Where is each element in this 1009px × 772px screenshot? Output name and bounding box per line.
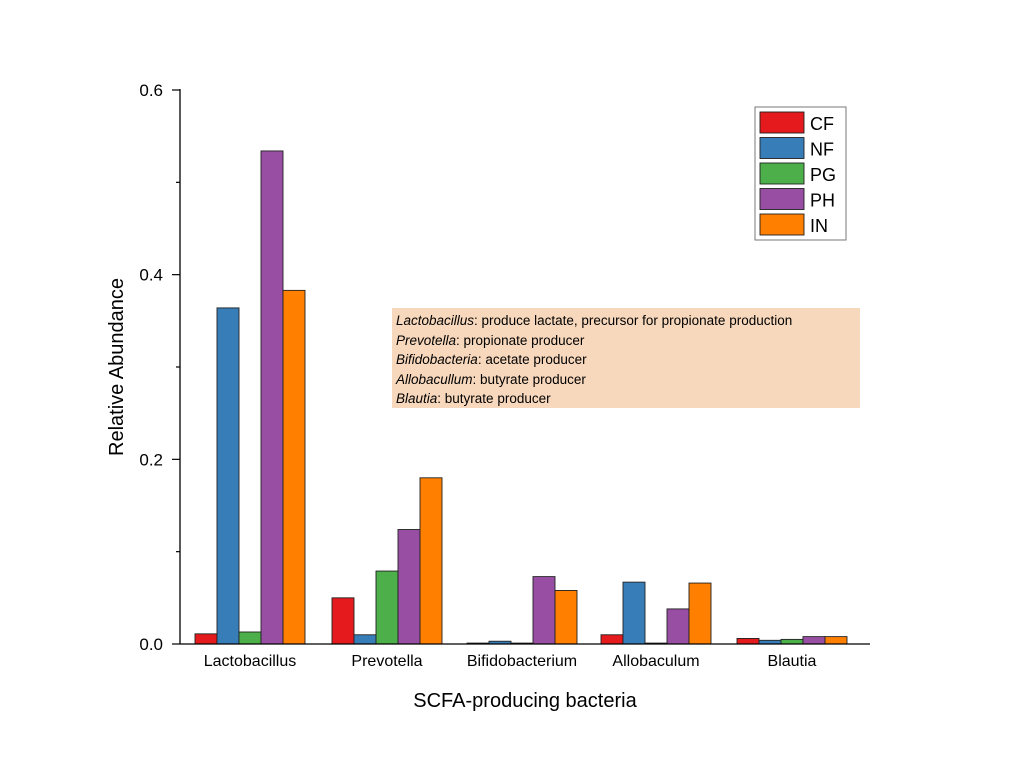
bar-allobaculum-in (688, 582, 712, 645)
bar-blautia-cf (736, 638, 760, 645)
annotation-line: Lactobacillus: produce lactate, precurso… (396, 311, 856, 331)
bar-blautia-pg (780, 638, 804, 645)
y-axis-title: Relative Abundance (106, 278, 128, 456)
y-tick-label: 0.0 (139, 635, 163, 654)
annotation-line: Allobacullum: butyrate producer (396, 370, 856, 390)
x-tick-label: Prevotella (351, 653, 422, 670)
x-tick-label: Allobaculum (612, 653, 699, 670)
bar-blautia-in (824, 636, 848, 645)
annotation-taxon: Blautia (396, 391, 438, 406)
annotation-taxon: Prevotella (396, 332, 457, 348)
annotation-box: Lactobacillus: produce lactate, precurso… (392, 308, 860, 408)
y-tick-label: 0.2 (139, 450, 163, 469)
legend: CF NF PG PH IN (754, 106, 847, 241)
bar-prevotella-in (419, 477, 443, 645)
legend-swatch-pg (759, 162, 805, 185)
annotation-line: Bifidobacteria: acetate producer (396, 350, 856, 370)
legend-label-in: IN (810, 216, 828, 236)
annotation-text: : acetate producer (477, 352, 587, 367)
x-tick-label: Blautia (768, 653, 817, 670)
annotation-text: : butyrate producer (437, 391, 551, 406)
bar-lactobacillus-in (282, 289, 306, 645)
y-ticks-group: 0.0 0.2 0.4 0.6 (139, 81, 180, 654)
bar-bifidobacterium-in (554, 589, 578, 645)
bar-allobaculum-ph (666, 608, 690, 645)
bar-prevotella-nf (353, 634, 377, 645)
x-labels-group: Lactobacillus Prevotella Bifidobacterium Al… (204, 653, 817, 670)
annotation-text: : produce lactate, precursor for propion… (474, 313, 793, 328)
legend-swatch-cf (759, 111, 805, 134)
bar-lactobacillus-cf (194, 633, 218, 645)
y-tick-label: 0.6 (139, 81, 163, 100)
legend-swatch-ph (759, 188, 805, 210)
legend-label-nf: NF (810, 140, 834, 160)
bar-prevotella-ph (397, 529, 421, 645)
bar-prevotella-cf (331, 597, 355, 645)
legend-swatch-in (759, 213, 805, 236)
annotation-line: Prevotella: propionate producer (396, 331, 856, 351)
bar-allobaculum-nf (622, 581, 646, 645)
legend-label-ph: PH (810, 191, 835, 211)
x-axis-title: SCFA-producing bacteria (413, 690, 637, 712)
bar-bifidobacterium-ph (532, 576, 556, 645)
y-tick-label: 0.4 (139, 266, 163, 285)
x-tick-label: Lactobacillus (204, 653, 297, 670)
legend-label-cf: CF (810, 114, 834, 134)
bars-group (194, 150, 848, 645)
bar-lactobacillus-pg (238, 631, 262, 645)
annotation-taxon: Lactobacillus (396, 313, 475, 328)
annotation-taxon: Bifidobacteria (396, 352, 478, 367)
annotation-line: Blautia: butyrate producer (396, 389, 856, 409)
annotation-text: : propionate producer (456, 332, 585, 348)
bar-prevotella-pg (375, 570, 399, 645)
legend-label-pg: PG (810, 165, 836, 185)
x-tick-label: Bifidobacterium (467, 653, 577, 670)
annotation-text: : butyrate producer (472, 371, 586, 387)
annotation-taxon: Allobacullum (396, 371, 473, 387)
bar-lactobacillus-ph (260, 150, 284, 645)
bar-allobaculum-cf (600, 634, 624, 645)
bar-lactobacillus-nf (216, 307, 240, 645)
legend-swatch-nf (759, 137, 805, 159)
bar-blautia-ph (802, 636, 826, 645)
